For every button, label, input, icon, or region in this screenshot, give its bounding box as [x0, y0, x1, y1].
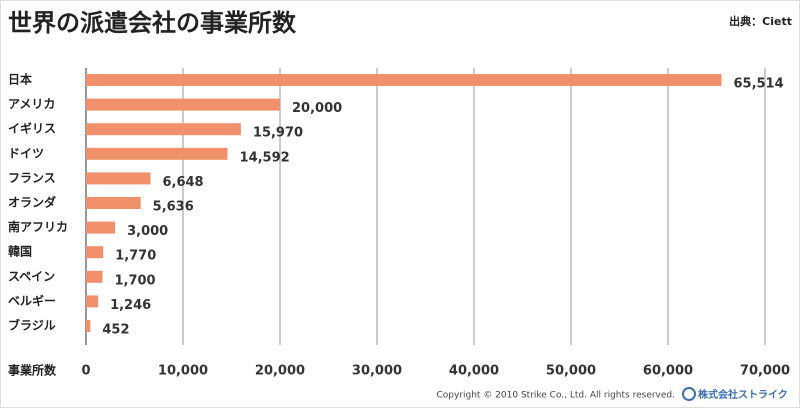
bar	[86, 221, 116, 234]
bar	[86, 270, 103, 283]
x-tick-label: 60,000	[643, 364, 693, 379]
bar	[86, 172, 151, 185]
value-label: 14,592	[240, 150, 290, 165]
y-tick-label: 韓国	[8, 244, 32, 259]
value-label: 20,000	[292, 101, 342, 116]
value-label: 15,970	[253, 126, 303, 141]
y-tick-label: ベルギー	[8, 293, 56, 308]
y-tick-label: 日本	[8, 72, 32, 87]
value-label: 5,636	[153, 200, 194, 215]
y-tick-label: フランス	[8, 171, 56, 185]
value-label: 1,700	[114, 273, 155, 288]
x-tick-label: 0	[81, 364, 90, 379]
value-label: 6,648	[162, 175, 203, 190]
logo: 株式会社ストライク	[698, 388, 788, 401]
x-axis-label: 事業所数	[8, 363, 57, 378]
x-tick-label: 20,000	[255, 364, 305, 379]
x-tick-label: 70,000	[740, 364, 790, 379]
x-tick-label: 30,000	[352, 364, 402, 379]
source: 出典：Ciett	[729, 14, 792, 28]
value-label: 452	[102, 323, 129, 338]
y-tick-label: スペイン	[8, 269, 55, 283]
y-tick-label: 南アフリカ	[8, 219, 68, 234]
value-label: 1,246	[110, 298, 151, 313]
bar	[86, 74, 722, 86]
bar	[86, 295, 99, 308]
bar	[86, 197, 141, 209]
logo-icon	[682, 387, 696, 401]
value-label: 1,770	[115, 249, 156, 264]
bar	[86, 98, 280, 111]
value-label: 3,000	[127, 224, 168, 239]
y-tick-label: ドイツ	[8, 146, 44, 160]
bar	[86, 246, 104, 259]
y-tick-label: ブラジル	[8, 318, 56, 333]
x-tick-label: 50,000	[546, 364, 596, 379]
x-tick-label: 40,000	[449, 364, 499, 379]
chart-title: 世界の派遣会社の事業所数	[8, 9, 297, 37]
y-tick-label: オランダ	[8, 195, 56, 210]
bar	[86, 123, 241, 136]
bar	[86, 147, 228, 160]
y-tick-label: アメリカ	[8, 97, 55, 111]
bar	[86, 320, 91, 332]
value-label: 65,514	[733, 77, 783, 92]
x-tick-label: 10,000	[158, 364, 208, 379]
copyright: Copyright © 2010 Strike Co., Ltd. All ri…	[436, 391, 675, 401]
y-tick-label: イギリス	[8, 121, 56, 136]
